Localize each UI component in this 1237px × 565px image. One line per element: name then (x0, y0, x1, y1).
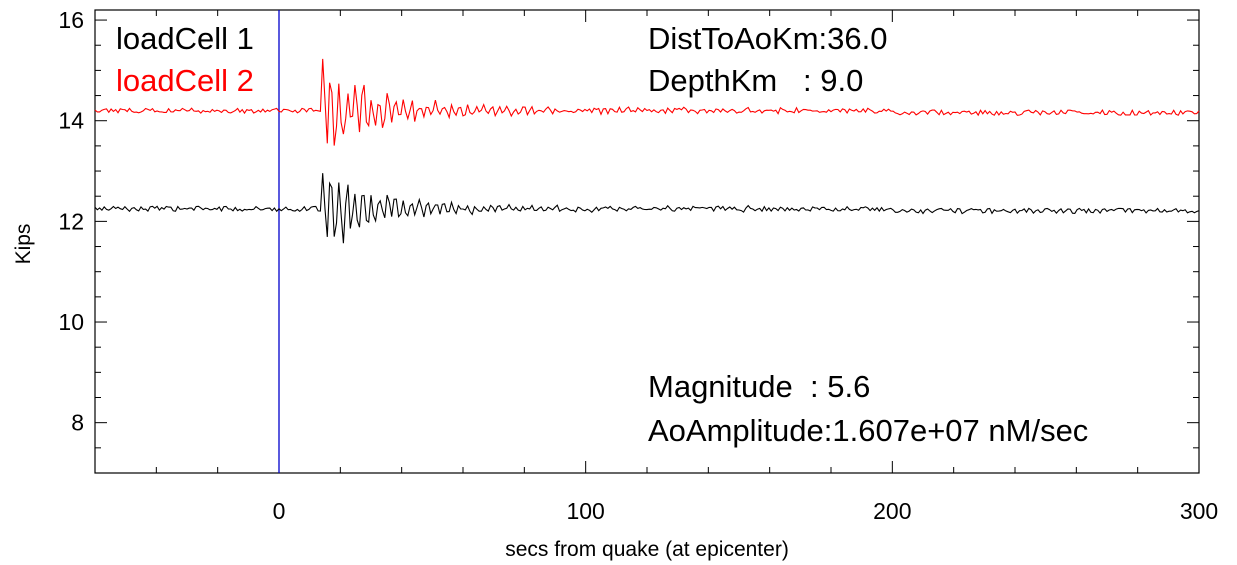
series-layer (94, 58, 1200, 244)
annotation-amplitude: AoAmplitude:1.607e+07 nM/sec (648, 413, 1088, 448)
y-tick-label: 14 (58, 108, 84, 134)
plot-frame (94, 9, 1200, 474)
x-axis-title: secs from quake (at epicenter) (505, 538, 789, 561)
annotation-distance: DistToAoKm:36.0 (648, 21, 888, 56)
series-line-2 (94, 58, 1200, 146)
x-tick-label: 100 (566, 498, 604, 524)
annotation-magnitude: Magnitude : 5.6 (648, 369, 870, 404)
x-tick-label: 200 (873, 498, 911, 524)
x-tick-label: 300 (1180, 498, 1218, 524)
series-line-1 (94, 173, 1200, 244)
axis-tick-labels: 0 100 200 300 8 10 12 14 16 (58, 7, 1218, 524)
legend-label-loadcell-2: loadCell 2 (116, 63, 254, 98)
y-tick-label: 12 (58, 208, 84, 234)
x-tick-label: 0 (273, 498, 286, 524)
y-tick-label: 10 (58, 309, 84, 335)
annotation-depth: DepthKm : 9.0 (648, 63, 863, 98)
y-tick-label: 8 (71, 410, 84, 436)
y-tick-label: 16 (58, 7, 84, 33)
legend-label-loadcell-1: loadCell 1 (116, 21, 254, 56)
axis-ticks (94, 10, 1200, 473)
y-axis-title: Kips (12, 224, 35, 265)
